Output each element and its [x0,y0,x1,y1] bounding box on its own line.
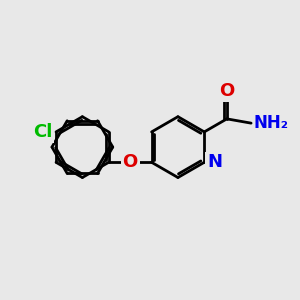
Text: N: N [207,153,222,171]
Text: O: O [219,82,235,100]
Text: O: O [122,153,138,171]
Text: NH₂: NH₂ [254,114,288,132]
Text: Cl: Cl [33,123,52,141]
